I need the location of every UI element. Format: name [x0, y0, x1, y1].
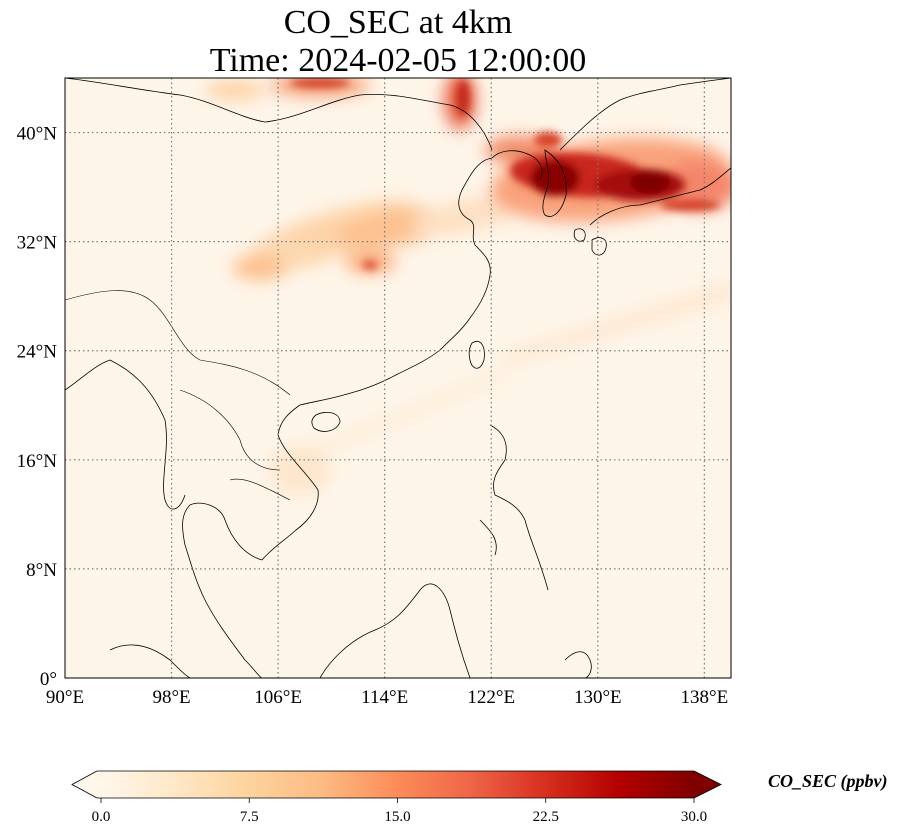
colorbar-tick-label: 0.0 — [92, 809, 111, 825]
map-frame — [64, 77, 732, 679]
y-axis-ticks: 0° 8°N 16°N 24°N 32°N 40°N — [17, 124, 58, 690]
x-tick-label: 114°E — [361, 687, 408, 708]
x-tick-label: 98°E — [152, 687, 190, 708]
concentration-field — [205, 78, 731, 495]
x-tick-label: 138°E — [681, 687, 729, 708]
colorbar-ticks: 0.0 7.5 15.0 22.5 30.0 — [92, 798, 707, 825]
x-tick-label: 130°E — [574, 687, 622, 708]
colorbar-max-extension — [694, 771, 721, 798]
colorbar-tick-label: 30.0 — [681, 809, 707, 825]
colorbar-label: CO_SEC (ppbv) — [768, 771, 888, 791]
y-tick-label: 0° — [40, 669, 57, 690]
colorbar: 0.0 7.5 15.0 22.5 30.0 — [71, 770, 722, 825]
x-tick-label: 90°E — [46, 687, 84, 708]
x-tick-label: 122°E — [467, 687, 515, 708]
gridlines — [65, 78, 731, 678]
x-axis-ticks: 90°E 98°E 106°E 114°E 122°E 130°E 138°E — [46, 687, 728, 708]
colorbar-min-extension — [72, 771, 97, 798]
y-tick-label: 32°N — [17, 233, 58, 254]
y-tick-label: 40°N — [17, 124, 58, 145]
x-tick-label: 106°E — [254, 687, 302, 708]
coastlines — [65, 78, 731, 678]
map-title: CO_SEC at 4km — [283, 4, 513, 41]
y-tick-label: 16°N — [17, 451, 58, 472]
map-time-subtitle: Time: 2024-02-05 12:00:00 — [209, 42, 587, 79]
colorbar-tick-label: 7.5 — [240, 809, 259, 825]
colorbar-tick-label: 15.0 — [384, 809, 410, 825]
y-tick-label: 8°N — [26, 560, 57, 581]
y-tick-label: 24°N — [17, 342, 58, 363]
plot-area — [65, 78, 731, 678]
colorbar-outline — [71, 770, 722, 799]
colorbar-tick-label: 22.5 — [533, 809, 559, 825]
colorbar-bar — [97, 771, 694, 798]
